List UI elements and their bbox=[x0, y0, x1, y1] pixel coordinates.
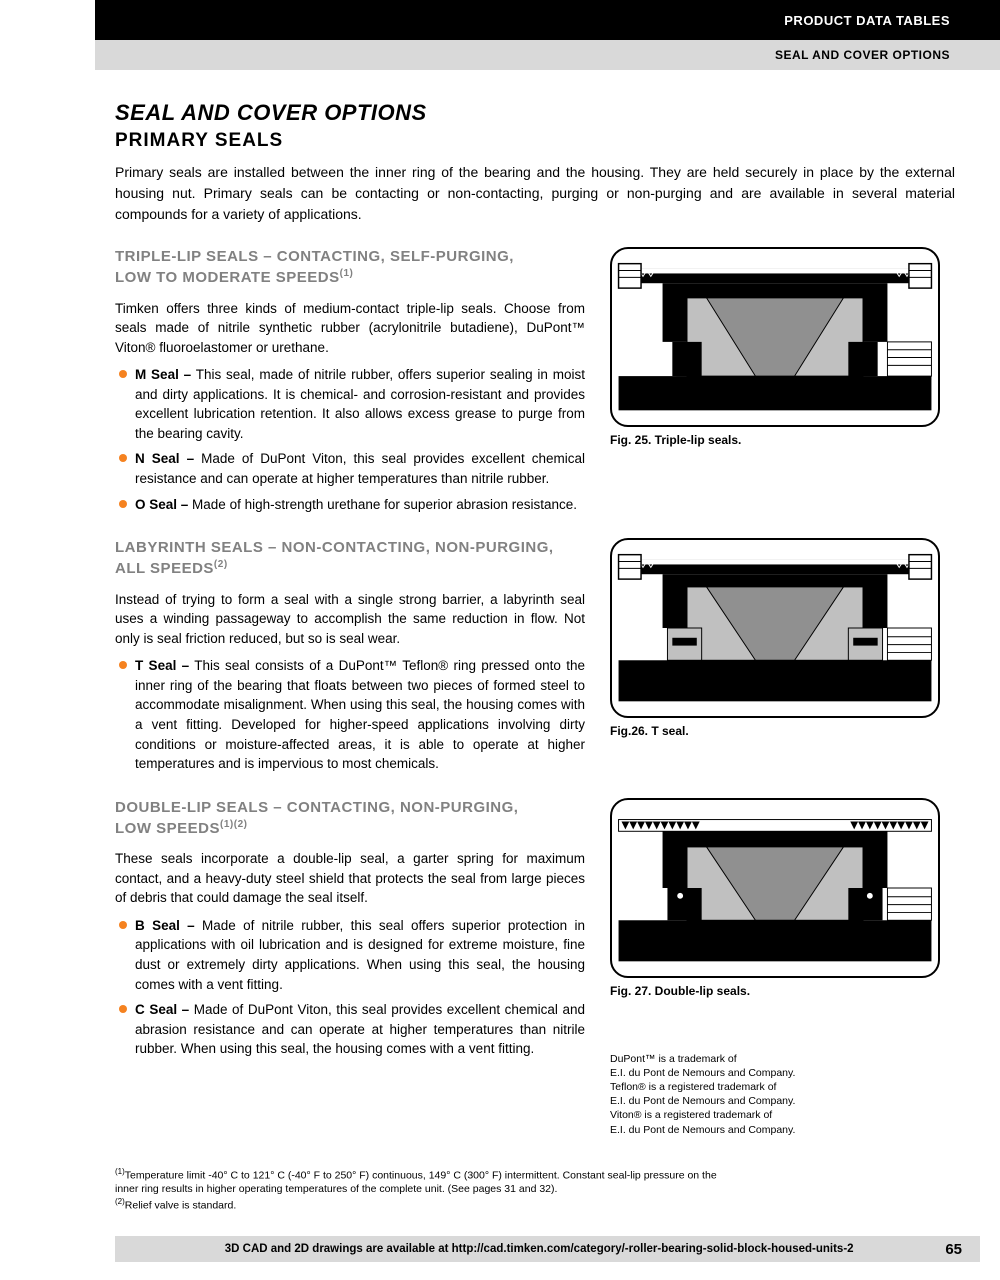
triple-lip-figure-col: Fig. 25. Triple-lip seals. bbox=[610, 247, 940, 520]
page-content: SEAL AND COVER OPTIONS PRIMARY SEALS Pri… bbox=[0, 70, 1000, 1212]
figure-26-box bbox=[610, 538, 940, 718]
section-labyrinth: LABYRINTH SEALS – NON-CONTACTING, NON-PU… bbox=[115, 538, 955, 780]
triple-lip-body: Timken offers three kinds of medium-cont… bbox=[115, 299, 585, 358]
double-lip-figure-col: Fig. 27. Double-lip seals. DuPont™ is a … bbox=[610, 798, 940, 1137]
section-triple-lip: TRIPLE-LIP SEALS – CONTACTING, SELF-PURG… bbox=[115, 247, 955, 520]
main-title: SEAL AND COVER OPTIONS bbox=[115, 100, 955, 126]
labyrinth-body: Instead of trying to form a seal with a … bbox=[115, 590, 585, 649]
footnotes: (1)Temperature limit -40° C to 121° C (-… bbox=[115, 1167, 725, 1213]
header-top-bar: PRODUCT DATA TABLES bbox=[95, 0, 1000, 40]
list-item: B Seal – Made of nitrile rubber, this se… bbox=[115, 916, 585, 994]
figure-27-caption: Fig. 27. Double-lip seals. bbox=[610, 984, 940, 998]
labyrinth-heading: LABYRINTH SEALS – NON-CONTACTING, NON-PU… bbox=[115, 538, 585, 580]
list-item: O Seal – Made of high-strength urethane … bbox=[115, 495, 585, 515]
double-lip-body: These seals incorporate a double-lip sea… bbox=[115, 849, 585, 908]
list-item: N Seal – Made of DuPont Viton, this seal… bbox=[115, 449, 585, 488]
list-item: C Seal – Made of DuPont Viton, this seal… bbox=[115, 1000, 585, 1059]
list-item: T Seal – This seal consists of a DuPont™… bbox=[115, 656, 585, 773]
subtitle: PRIMARY SEALS bbox=[115, 130, 955, 152]
footer-bar: 3D CAD and 2D drawings are available at … bbox=[115, 1236, 980, 1262]
intro-paragraph: Primary seals are installed between the … bbox=[115, 162, 955, 225]
triple-lip-heading: TRIPLE-LIP SEALS – CONTACTING, SELF-PURG… bbox=[115, 247, 585, 289]
list-item: M Seal – This seal, made of nitrile rubb… bbox=[115, 365, 585, 443]
page-number: 65 bbox=[945, 1241, 962, 1258]
header-sub-label: SEAL AND COVER OPTIONS bbox=[775, 48, 950, 62]
double-lip-heading: DOUBLE-LIP SEALS – CONTACTING, NON-PURGI… bbox=[115, 798, 585, 840]
double-lip-diagram bbox=[612, 800, 938, 976]
bottom-row: (1)Temperature limit -40° C to 121° C (-… bbox=[115, 1155, 955, 1213]
section-double-lip: DOUBLE-LIP SEALS – CONTACTING, NON-PURGI… bbox=[115, 798, 955, 1137]
footer-text: 3D CAD and 2D drawings are available at … bbox=[133, 1243, 945, 1255]
labyrinth-text-col: LABYRINTH SEALS – NON-CONTACTING, NON-PU… bbox=[115, 538, 585, 780]
double-lip-text-col: DOUBLE-LIP SEALS – CONTACTING, NON-PURGI… bbox=[115, 798, 585, 1137]
header-top-label: PRODUCT DATA TABLES bbox=[784, 13, 950, 28]
figure-27-box bbox=[610, 798, 940, 978]
triple-lip-text-col: TRIPLE-LIP SEALS – CONTACTING, SELF-PURG… bbox=[115, 247, 585, 520]
triple-lip-diagram bbox=[612, 249, 938, 425]
figure-25-box bbox=[610, 247, 940, 427]
figure-25-caption: Fig. 25. Triple-lip seals. bbox=[610, 433, 940, 447]
figure-26-caption: Fig.26. T seal. bbox=[610, 724, 940, 738]
labyrinth-diagram bbox=[612, 540, 938, 716]
labyrinth-bullets: T Seal – This seal consists of a DuPont™… bbox=[115, 656, 585, 773]
header-sub-bar: SEAL AND COVER OPTIONS bbox=[95, 40, 1000, 70]
labyrinth-figure-col: Fig.26. T seal. bbox=[610, 538, 940, 780]
triple-lip-bullets: M Seal – This seal, made of nitrile rubb… bbox=[115, 365, 585, 514]
trademark-notes: DuPont™ is a trademark of E.I. du Pont d… bbox=[610, 1052, 940, 1137]
double-lip-bullets: B Seal – Made of nitrile rubber, this se… bbox=[115, 916, 585, 1059]
